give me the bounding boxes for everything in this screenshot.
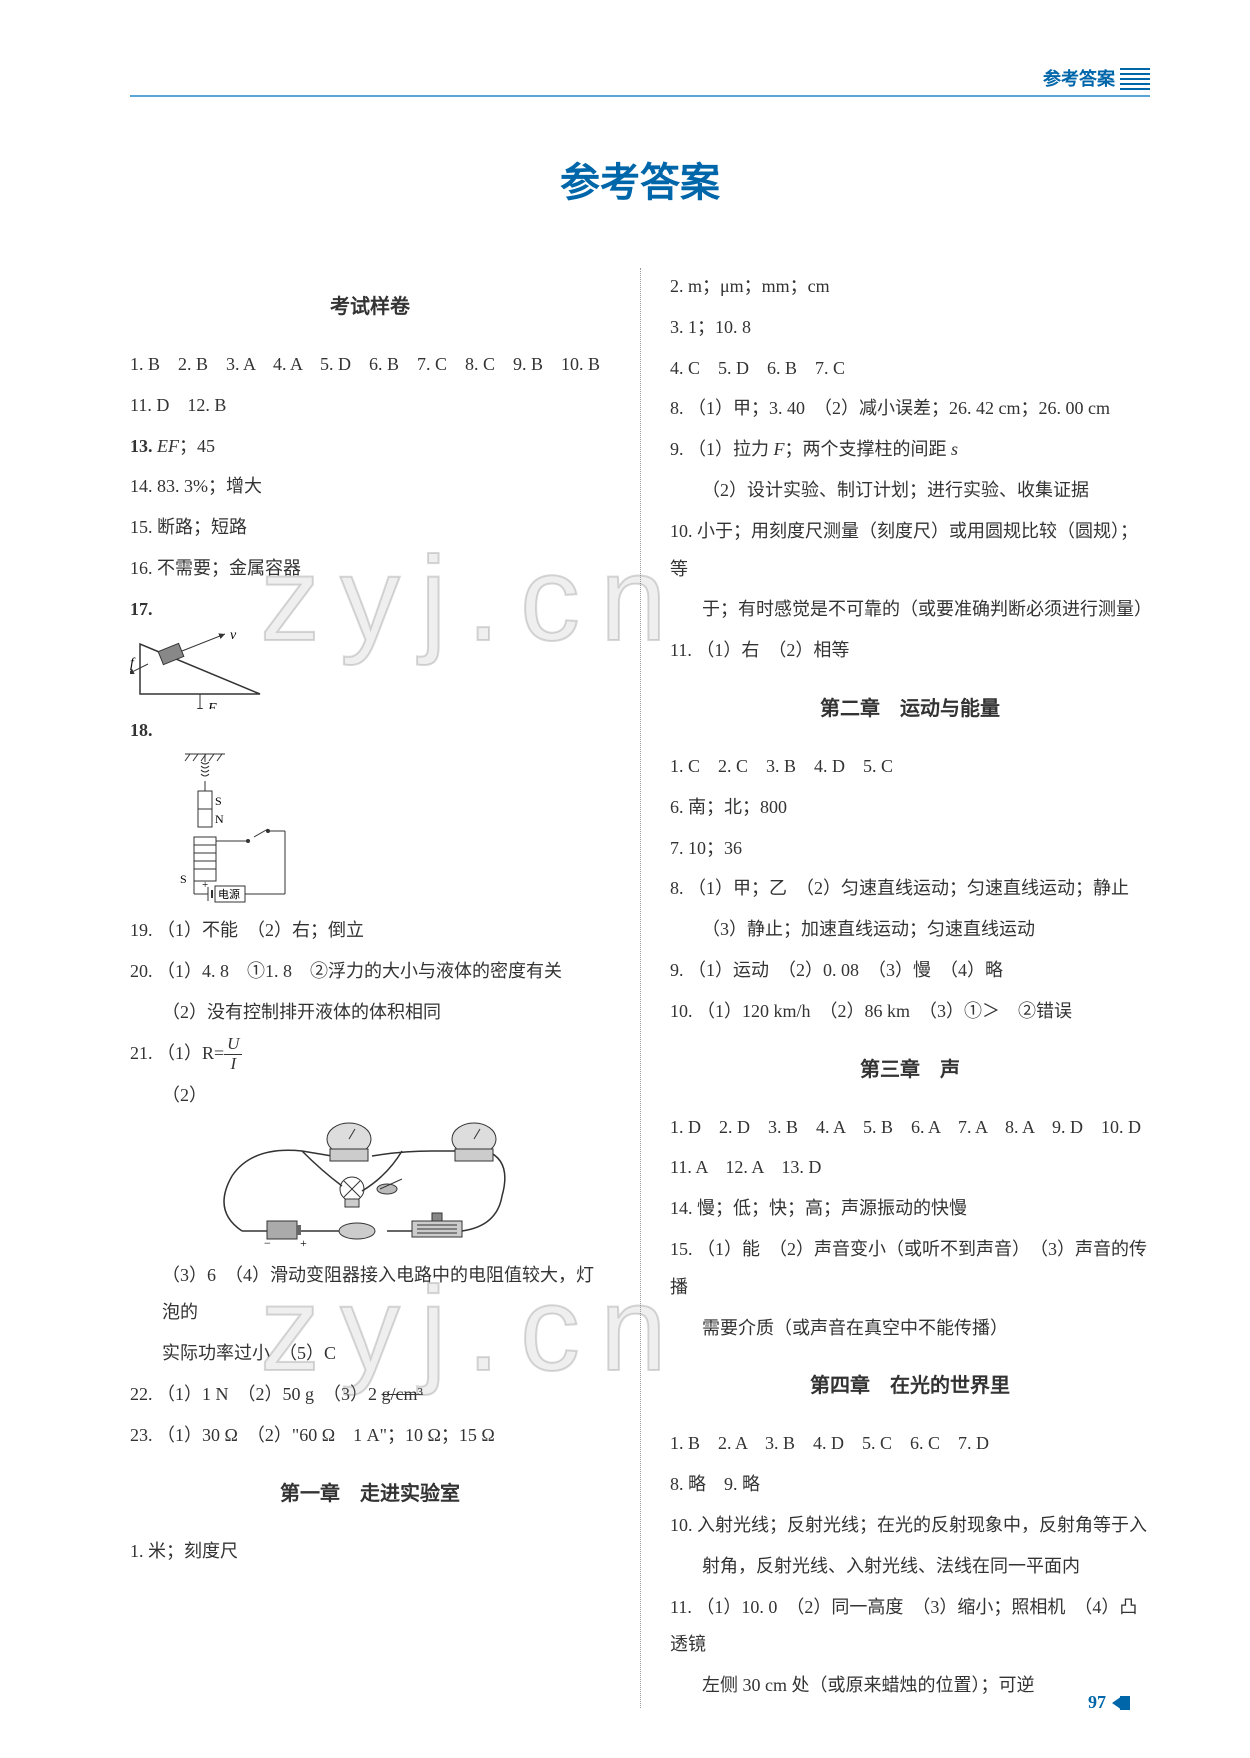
ans-line: 3. 1；10. 8 xyxy=(670,309,1150,347)
diagram-circuit: −+ xyxy=(162,1121,610,1251)
header-label: 参考答案 xyxy=(1043,65,1115,91)
ammeter-icon xyxy=(452,1123,496,1161)
section-title-ch4: 第四章 在光的世界里 xyxy=(670,1365,1150,1407)
ans-line: 实际功率过小 （5）C xyxy=(130,1335,610,1373)
ans-line: 8. （1）甲；3. 40 （2）减小误差；26. 42 cm；26. 00 c… xyxy=(670,390,1150,428)
svg-text:+: + xyxy=(202,879,208,891)
ans-line-17: 17. v f F xyxy=(130,591,610,709)
ans-line: 于；有时感觉是不可靠的（或要准确判断必须进行测量） xyxy=(670,591,1150,629)
diagram-inclined-plane: v f F xyxy=(130,629,610,709)
ans-line: 需要介质（或声音在真空中不能传播） xyxy=(670,1310,1150,1348)
svg-text:S: S xyxy=(180,872,187,886)
ans-line: 1. C 2. C 3. B 4. D 5. C xyxy=(670,748,1150,786)
svg-text:电源: 电源 xyxy=(218,887,240,901)
ans-line: 左侧 30 cm 处（或原来蜡烛的位置）；可逆 xyxy=(670,1667,1150,1705)
ans-line: 23. （1）30 Ω （2）"60 Ω 1 A"；10 Ω；15 Ω xyxy=(130,1417,610,1455)
right-column: 2. m；μm；mm；cm 3. 1；10. 8 4. C 5. D 6. B … xyxy=(640,268,1150,1708)
ans-line: （2）没有控制排开液体的体积相同 xyxy=(130,994,610,1032)
ans-line: 1. B 2. A 3. B 4. D 5. C 6. C 7. D xyxy=(670,1425,1150,1463)
section-title-ch2: 第二章 运动与能量 xyxy=(670,688,1150,730)
header-rule xyxy=(130,95,1150,97)
ans-line: 射角，反射光线、入射光线、法线在同一平面内 xyxy=(670,1548,1150,1586)
ans-line: 11. A 12. A 13. D xyxy=(670,1149,1150,1187)
svg-text:−: − xyxy=(264,1236,271,1250)
ans-line: 8. （1）甲；乙 （2）匀速直线运动；匀速直线运动；静止 xyxy=(670,870,1150,908)
ans-line: 8. 略 9. 略 xyxy=(670,1466,1150,1504)
ans-line: 11. （1）10. 0 （2）同一高度 （3）缩小；照相机 （4）凸透镜 xyxy=(670,1589,1150,1665)
diagram-electromagnet: S N 电源 xyxy=(130,749,610,909)
ans-line-18: 18. S N xyxy=(130,712,610,910)
ans-line: （3）6 （4）滑动变阻器接入电路中的电阻值较大，灯泡的 xyxy=(130,1257,610,1333)
ans-line: 22. （1）1 N （2）50 g （3）2 g/cm³ xyxy=(130,1376,610,1414)
ans-line-21: 21. （1）R=UI xyxy=(130,1035,610,1074)
ans-line: 9. （1）运动 （2）0. 08 （3）慢 （4）略 xyxy=(670,952,1150,990)
ans-line: 1. 米；刻度尺 xyxy=(130,1533,610,1571)
ans-line: 11. （1）右 （2）相等 xyxy=(670,632,1150,670)
left-column: 考试样卷 1. B 2. B 3. A 4. A 5. D 6. B 7. C … xyxy=(130,268,640,1708)
ans-line: 14. 83. 3%；增大 xyxy=(130,468,610,506)
svg-text:S: S xyxy=(215,794,222,808)
section-title-exam: 考试样卷 xyxy=(130,286,610,328)
voltmeter-icon xyxy=(327,1123,371,1161)
ans-line: 9. （1）拉力 F；两个支撑柱的间距 s xyxy=(670,431,1150,469)
column-divider xyxy=(640,268,641,1708)
ans-line: 1. D 2. D 3. B 4. A 5. B 6. A 7. A 8. A … xyxy=(670,1109,1150,1147)
ans-line: 14. 慢；低；快；高；声源振动的快慢 xyxy=(670,1190,1150,1228)
page-title: 参考答案 xyxy=(130,150,1150,208)
header-stripes xyxy=(1120,68,1150,90)
ans-line: 6. 南；北；800 xyxy=(670,789,1150,827)
svg-text:F: F xyxy=(207,701,217,709)
ans-line: 15. 断路；短路 xyxy=(130,509,610,547)
ans-line: 2. m；μm；mm；cm xyxy=(670,268,1150,306)
ans-line: 20. （1）4. 8 ①1. 8 ②浮力的大小与液体的密度有关 xyxy=(130,953,610,991)
svg-text:f: f xyxy=(130,656,136,671)
section-title-ch3: 第三章 声 xyxy=(670,1049,1150,1091)
ans-line: （3）静止；加速直线运动；匀速直线运动 xyxy=(670,911,1150,949)
svg-text:+: + xyxy=(300,1236,307,1250)
ans-line: 13. EF；45 xyxy=(130,428,610,466)
ans-line: 1. B 2. B 3. A 4. A 5. D 6. B 7. C 8. C … xyxy=(130,346,610,384)
ans-line: 10. （1）120 km/h （2）86 km （3）①＞ ②错误 xyxy=(670,993,1150,1031)
ans-line: 10. 小于；用刻度尺测量（刻度尺）或用圆规比较（圆规）；等 xyxy=(670,513,1150,589)
section-title-ch1: 第一章 走进实验室 xyxy=(130,1473,610,1515)
ans-line: 16. 不需要；金属容器 xyxy=(130,550,610,588)
ans-line: 10. 入射光线；反射光线；在光的反射现象中，反射角等于入 xyxy=(670,1507,1150,1545)
ans-line: 4. C 5. D 6. B 7. C xyxy=(670,350,1150,388)
ans-line: 15. （1）能 （2）声音变小（或听不到声音） （3）声音的传播 xyxy=(670,1231,1150,1307)
ans-line: 11. D 12. B xyxy=(130,387,610,425)
ans-line: 7. 10；36 xyxy=(670,830,1150,868)
ans-line: （2）设计实验、制订计划；进行实验、收集证据 xyxy=(670,472,1150,510)
page-number: 97 xyxy=(1088,1692,1130,1713)
ans-line: 19. （1）不能 （2）右；倒立 xyxy=(130,912,610,950)
svg-text:N: N xyxy=(215,812,224,826)
ans-line: （2） xyxy=(130,1077,610,1251)
svg-text:v: v xyxy=(230,629,237,643)
